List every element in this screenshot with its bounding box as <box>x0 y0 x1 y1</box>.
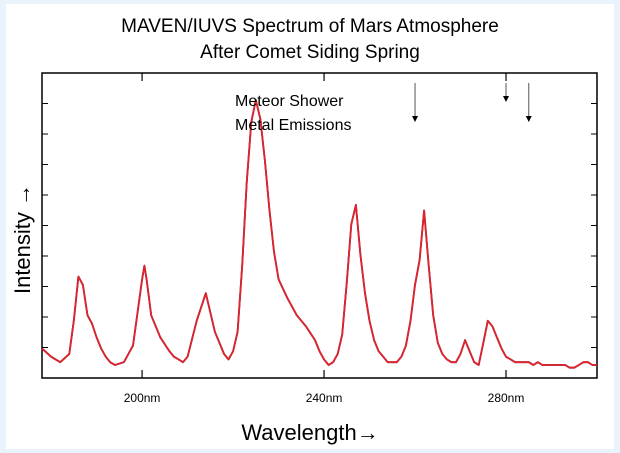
annotation-arrow-icon <box>412 116 419 122</box>
chart-figure: MAVEN/IUVS Spectrum of Mars Atmosphere A… <box>6 4 614 449</box>
chart-title-line2: After Comet Siding Spring <box>200 42 420 63</box>
x-tick-label: 240nm <box>306 391 343 405</box>
annotation-group: Meteor Shower Metal Emissions <box>235 83 532 134</box>
plot-frame <box>41 72 598 379</box>
x-axis-arrow-icon: → <box>357 420 379 445</box>
annotation-arrow-icon <box>503 96 510 102</box>
y-axis-arrow-icon: → <box>10 184 35 206</box>
chart-title-line1: MAVEN/IUVS Spectrum of Mars Atmosphere <box>121 16 499 37</box>
axis-ticks <box>42 73 597 378</box>
x-tick-labels: 200nm 240nm 280nm <box>124 391 525 405</box>
y-axis-label: Intensity → <box>10 184 35 294</box>
x-tick-label: 280nm <box>488 391 525 405</box>
annotation-arrow-icon <box>525 116 532 122</box>
series-line-after <box>41 99 597 369</box>
series-layer <box>41 99 597 369</box>
annotation-text-line1: Meteor Shower <box>235 93 344 110</box>
spectrum-chart: MAVEN/IUVS Spectrum of Mars Atmosphere A… <box>10 16 598 445</box>
annotation-text-line2: Metal Emissions <box>235 117 351 134</box>
x-axis-label: Wavelength→ <box>241 420 378 445</box>
x-tick-label: 200nm <box>124 391 161 405</box>
